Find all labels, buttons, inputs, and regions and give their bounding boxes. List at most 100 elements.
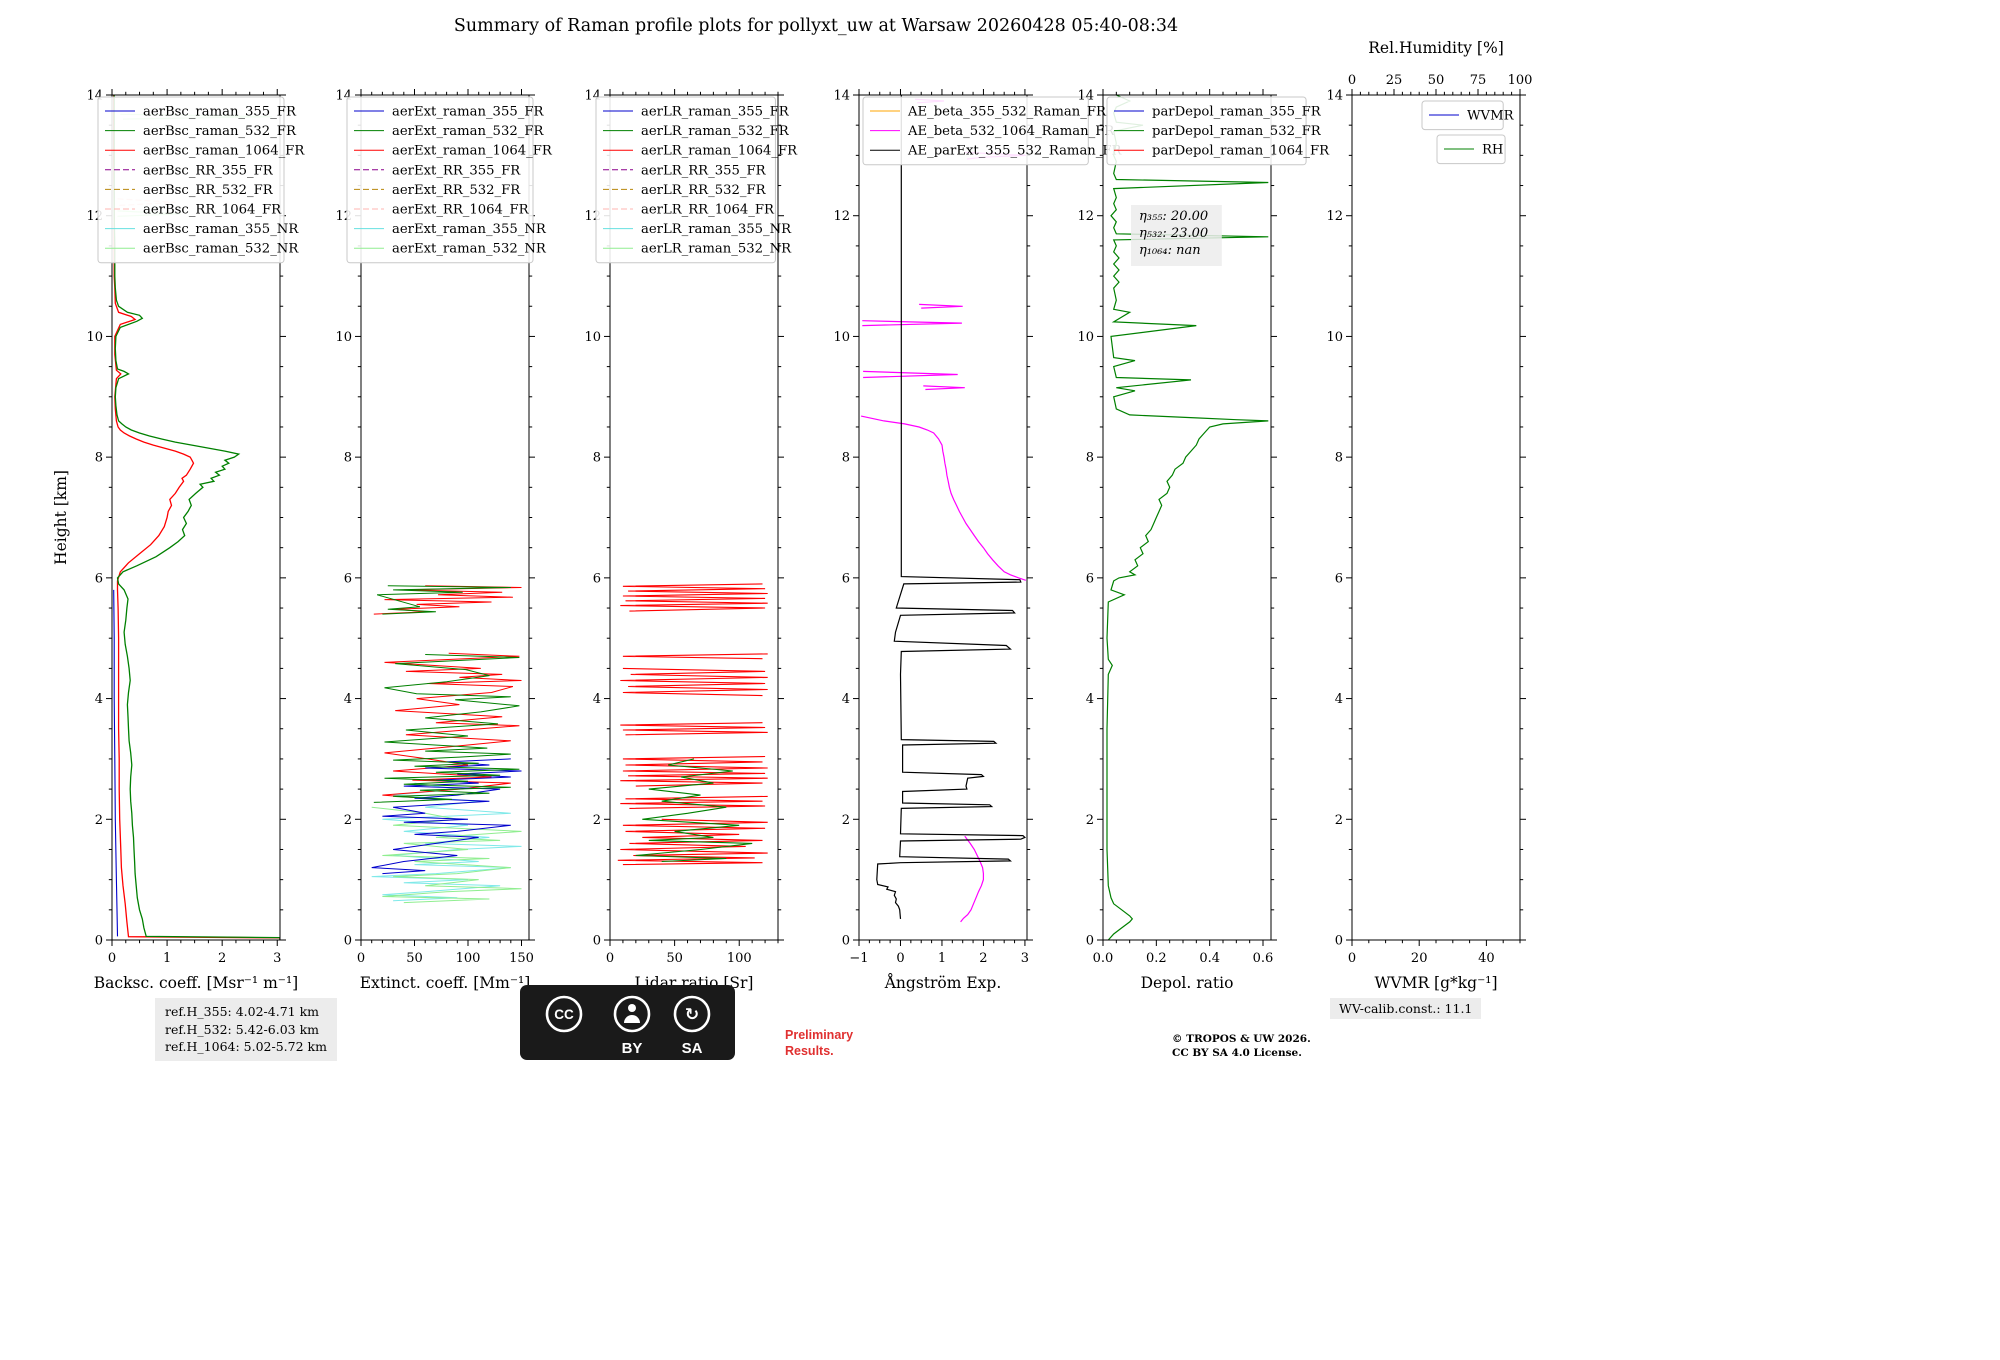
series-parDepol_raman_532_FR (1106, 94, 1269, 941)
y-tick-label: 10 (833, 330, 850, 345)
x-tick-label: 50 (666, 951, 683, 966)
sa-arrow-icon: ↻ (685, 1005, 699, 1025)
preliminary-line2: Results. (785, 1043, 834, 1058)
y-tick-label: 8 (1086, 451, 1094, 466)
legend-label: AE_beta_355_532_Raman_FR (907, 105, 1107, 120)
x-tick-label: 2 (979, 951, 987, 966)
x-tick-label: 100 (727, 951, 752, 966)
x-tick-label: 0.2 (1146, 951, 1167, 966)
y-tick-label: 6 (842, 571, 850, 586)
series-aerExt_raman_355_NR (371, 782, 522, 902)
legend-label: aerBsc_RR_355_FR (143, 163, 274, 178)
legend-box (595, 96, 776, 264)
series-AE_beta_532_1064_Raman_FR (862, 320, 962, 327)
legend-label: aerBsc_raman_532_NR (143, 242, 299, 257)
legend-label: AE_beta_532_1064_Raman_FR (907, 124, 1115, 139)
series-group (617, 583, 768, 866)
series-aerExt_raman_532_FR (373, 654, 520, 803)
panel-5-depol: 0 2 4 6 8 10 12 14 0.0 0.2 0.4 0.6 Depol. ratio η₃₅₅:… (1077, 89, 1330, 993)
legend-label: aerExt_RR_1064_FR (392, 203, 530, 218)
series-AE_beta_532_1064_Raman_FR (863, 370, 958, 379)
series-AE_beta_532_1064_Raman_FR (923, 385, 965, 391)
series-aerLR_raman_1064_FR (620, 722, 768, 736)
x-tick-label: 3 (273, 951, 281, 966)
y-tick-label: 6 (593, 571, 601, 586)
cc-license-badge: CC ↻ BY SA (520, 985, 735, 1060)
y-tick-label: 10 (86, 330, 103, 345)
legend-box (1421, 100, 1504, 131)
x-tick-label: 0.6 (1253, 951, 1274, 966)
plot-frame (1351, 94, 1521, 941)
x-tick-label: 0 (1348, 951, 1356, 966)
x-tick-label: 50 (406, 951, 423, 966)
y-tick-label: 2 (1335, 813, 1343, 828)
top-tick-label: 50 (1428, 73, 1445, 88)
legend-label: aerExt_RR_355_FR (392, 163, 521, 178)
y-tick-label: 2 (842, 813, 850, 828)
x-axis-label: Ångström Exp. (884, 974, 1002, 992)
x-tick-label: 20 (1411, 951, 1428, 966)
legend-box (346, 96, 534, 264)
legend-label: aerLR_raman_532_NR (641, 242, 792, 257)
legend-label: aerExt_RR_532_FR (392, 183, 521, 198)
annotation-box (1131, 205, 1222, 266)
annotation-line: η₃₅₅: 20.00 (1139, 209, 1208, 224)
series-aerBsc_raman_355_FR (113, 589, 119, 937)
y-tick-label: 10 (584, 330, 601, 345)
y-tick-label: 12 (1077, 209, 1094, 224)
legend: parDepol_raman_355_FR parDepol_raman_532_… (1106, 96, 1330, 166)
legend: aerLR_raman_355_FR aerLR_raman_532_FR aerL… (595, 96, 798, 264)
y-tick-label: 4 (344, 692, 352, 707)
legend-label: RH (1482, 143, 1503, 158)
series-aerLR_raman_1064_FR (622, 653, 768, 660)
y-tick-label: 0 (842, 934, 850, 949)
legend-label: aerExt_raman_532_FR (392, 124, 544, 139)
top-tick-label: 75 (1470, 73, 1487, 88)
series-aerLR_raman_1064_FR (620, 667, 768, 697)
y-tick-label: 6 (344, 571, 352, 586)
panel-6-wvmr: 0 2 4 6 8 10 12 14 0 20 40 0 25 50 75 100 Rel.Humidity [… (1326, 39, 1532, 992)
legend: aerExt_raman_355_FR aerExt_raman_532_FRae… (346, 96, 553, 264)
y-tick-label: 2 (593, 813, 601, 828)
x-tick-label: 0 (357, 951, 365, 966)
legend-label: aerExt_raman_355_NR (392, 222, 547, 237)
legend-label: aerBsc_raman_355_NR (143, 222, 299, 237)
y-tick-label: 8 (1335, 451, 1343, 466)
top-tick-label: 25 (1386, 73, 1403, 88)
cc-logo-icon (545, 995, 583, 1033)
legend-label: aerExt_raman_532_NR (392, 242, 547, 257)
cc-by-label: BY (622, 1040, 643, 1057)
series-aerLR_raman_1064_FR (620, 755, 768, 787)
figure-title: Summary of Raman profile plots for polly… (453, 16, 1179, 36)
y-tick-label: 4 (593, 692, 601, 707)
y-tick-label: 4 (842, 692, 850, 707)
preliminary-line1: Preliminary (785, 1028, 854, 1042)
legend-box (97, 96, 285, 264)
legend-label: aerBsc_RR_1064_FR (143, 203, 282, 218)
legend-label: aerLR_raman_1064_FR (641, 144, 798, 159)
series-AE_parExt_355_532_Raman_FR (876, 95, 1026, 919)
legend-label: aerLR_RR_355_FR (641, 163, 767, 178)
legend-label: parDepol_raman_532_FR (1152, 124, 1322, 139)
x-tick-label: 2 (218, 951, 226, 966)
y-tick-label: 14 (833, 89, 850, 104)
annotation-line: η₁₀₆₄: nan (1139, 243, 1201, 258)
series-group (1106, 94, 1269, 941)
x-tick-label: −1 (849, 951, 868, 966)
legend-label: AE_parExt_355_532_Raman_FR (907, 144, 1123, 159)
legend-label: aerLR_raman_355_FR (641, 105, 790, 120)
by-person-head (628, 1004, 636, 1012)
series-aerExt_raman_532_NR (371, 806, 522, 904)
annotation-line: η₅₃₂: 23.00 (1139, 226, 1208, 241)
y-tick-label: 12 (1326, 209, 1343, 224)
top-axis-label: Rel.Humidity [%] (1368, 39, 1504, 57)
y-tick-label: 0 (95, 934, 103, 949)
x-axis-label: Backsc. coeff. [Msr⁻¹ m⁻¹] (94, 974, 298, 992)
x-tick-label: 0 (108, 951, 116, 966)
legend-label: aerLR_raman_355_NR (641, 222, 792, 237)
